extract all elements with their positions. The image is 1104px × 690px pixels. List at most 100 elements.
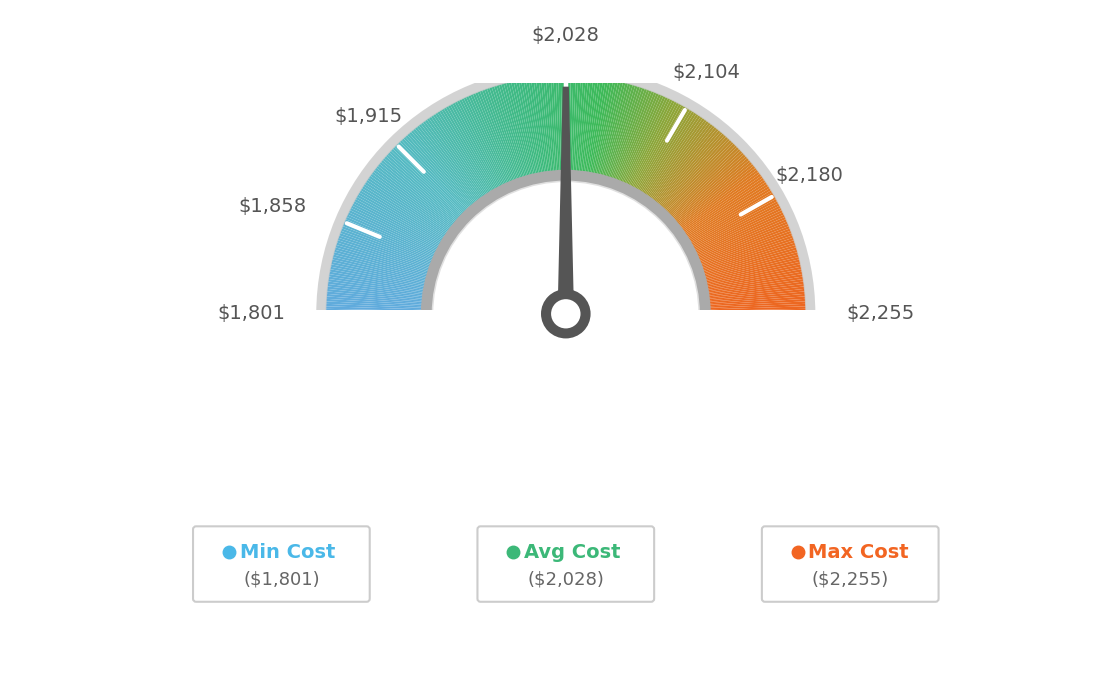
Wedge shape (660, 135, 726, 208)
Wedge shape (439, 110, 491, 193)
Wedge shape (672, 154, 746, 219)
Wedge shape (328, 279, 424, 295)
Wedge shape (682, 173, 762, 231)
Wedge shape (664, 140, 732, 211)
Wedge shape (586, 78, 604, 173)
Wedge shape (580, 76, 591, 172)
Wedge shape (645, 115, 701, 196)
Wedge shape (400, 140, 468, 211)
Wedge shape (327, 289, 423, 300)
Wedge shape (606, 85, 635, 177)
Wedge shape (373, 170, 452, 229)
Wedge shape (709, 302, 806, 308)
Text: Min Cost: Min Cost (240, 543, 335, 562)
Wedge shape (421, 122, 480, 200)
Wedge shape (396, 144, 466, 213)
Wedge shape (425, 119, 482, 199)
Wedge shape (597, 81, 620, 175)
Wedge shape (475, 92, 513, 182)
Wedge shape (573, 75, 581, 172)
Wedge shape (707, 266, 802, 287)
Wedge shape (603, 83, 630, 177)
Wedge shape (338, 237, 429, 270)
Wedge shape (326, 294, 423, 304)
Wedge shape (466, 96, 508, 184)
Wedge shape (329, 272, 425, 290)
Wedge shape (347, 215, 435, 256)
Wedge shape (343, 221, 434, 260)
Wedge shape (702, 242, 796, 273)
Wedge shape (364, 181, 446, 236)
Wedge shape (675, 158, 750, 222)
Wedge shape (371, 172, 450, 230)
Wedge shape (516, 80, 538, 175)
Wedge shape (693, 206, 781, 250)
Wedge shape (709, 296, 806, 305)
Wedge shape (485, 88, 519, 180)
Wedge shape (326, 296, 423, 305)
Text: $1,858: $1,858 (238, 197, 307, 216)
Wedge shape (620, 92, 659, 182)
Wedge shape (679, 168, 757, 228)
Wedge shape (626, 97, 668, 185)
Wedge shape (635, 105, 683, 190)
Wedge shape (394, 145, 465, 214)
Wedge shape (329, 269, 425, 288)
Wedge shape (627, 98, 670, 186)
Wedge shape (437, 111, 490, 193)
Wedge shape (528, 78, 545, 173)
Wedge shape (342, 224, 433, 262)
Wedge shape (709, 306, 806, 310)
Wedge shape (418, 124, 479, 201)
Wedge shape (561, 75, 564, 171)
Wedge shape (513, 80, 535, 175)
Wedge shape (608, 86, 640, 178)
Wedge shape (691, 199, 777, 246)
FancyBboxPatch shape (193, 526, 370, 602)
Wedge shape (526, 78, 543, 173)
Wedge shape (576, 76, 586, 172)
Wedge shape (555, 75, 561, 172)
Wedge shape (644, 114, 699, 195)
Wedge shape (363, 184, 446, 237)
Wedge shape (697, 217, 786, 257)
Wedge shape (368, 177, 448, 234)
Wedge shape (493, 86, 524, 178)
Wedge shape (499, 84, 528, 177)
Wedge shape (614, 89, 649, 180)
Wedge shape (613, 88, 647, 180)
Wedge shape (408, 132, 474, 206)
Wedge shape (403, 137, 470, 209)
Wedge shape (689, 193, 774, 243)
Wedge shape (709, 309, 806, 313)
Wedge shape (577, 76, 588, 172)
Wedge shape (677, 161, 753, 224)
Wedge shape (353, 201, 439, 248)
Wedge shape (326, 309, 423, 313)
Wedge shape (707, 272, 803, 290)
Wedge shape (457, 100, 502, 187)
Wedge shape (687, 186, 769, 239)
Wedge shape (444, 107, 495, 191)
Wedge shape (327, 291, 423, 302)
Text: $1,801: $1,801 (217, 304, 285, 324)
Wedge shape (333, 252, 427, 278)
Wedge shape (339, 233, 431, 267)
Wedge shape (689, 190, 773, 242)
Wedge shape (491, 86, 523, 178)
Circle shape (541, 289, 591, 338)
Wedge shape (450, 104, 498, 189)
Wedge shape (699, 226, 790, 263)
Wedge shape (697, 215, 785, 256)
Wedge shape (657, 130, 721, 205)
Text: $2,104: $2,104 (672, 63, 741, 82)
Wedge shape (338, 235, 431, 268)
Wedge shape (477, 91, 514, 181)
Wedge shape (509, 81, 533, 175)
Wedge shape (655, 127, 716, 203)
Wedge shape (684, 179, 766, 235)
Wedge shape (676, 159, 751, 223)
Wedge shape (705, 259, 800, 283)
Wedge shape (594, 80, 616, 175)
Text: $2,180: $2,180 (775, 166, 843, 185)
